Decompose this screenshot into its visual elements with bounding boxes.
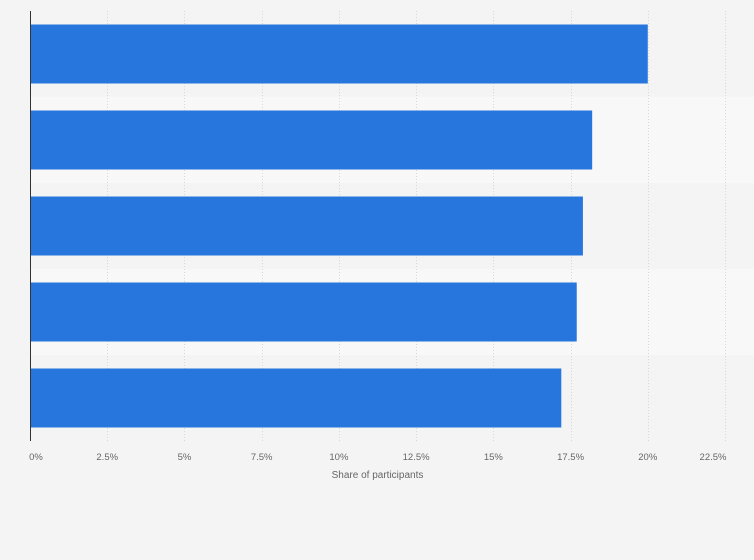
x-tick-label: 22.5%	[700, 452, 727, 463]
x-axis-title: Share of participants	[332, 470, 424, 481]
x-tick-label: 0%	[29, 452, 43, 463]
x-tick-label: 10%	[329, 452, 349, 463]
bar	[30, 368, 562, 428]
x-tick-labels: 0% 2.5% 5% 7.5% 10% 12.5% 15% 17.5% 20% 22.5%	[29, 452, 727, 463]
x-tick-label: 15%	[484, 452, 504, 463]
x-tick-label: 2.5%	[96, 452, 118, 463]
bar	[30, 110, 593, 170]
bars	[30, 24, 648, 428]
x-tick-label: 17.5%	[557, 452, 584, 463]
x-tick-label: 12.5%	[403, 452, 430, 463]
bar	[30, 282, 577, 342]
x-tick-label: 20%	[638, 452, 658, 463]
x-tick-label: 5%	[178, 452, 192, 463]
x-tick-label: 7.5%	[251, 452, 273, 463]
bar	[30, 196, 583, 256]
bar	[30, 24, 648, 84]
